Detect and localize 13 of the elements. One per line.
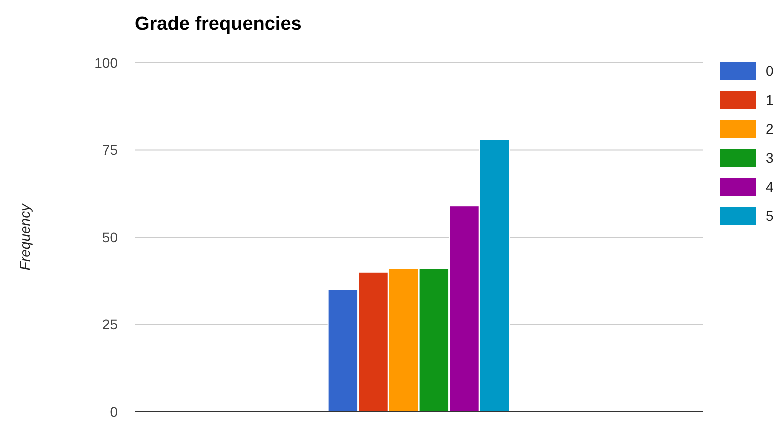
y-tick-label: 50 <box>102 229 118 246</box>
legend-label: 2 <box>766 120 774 137</box>
legend-label: 5 <box>766 208 774 224</box>
y-tick-label: 25 <box>102 316 118 333</box>
y-tick-label: 0 <box>110 404 118 420</box>
legend-label: 0 <box>766 62 774 79</box>
y-tick-label: 75 <box>102 142 118 158</box>
legend-label: 3 <box>766 150 774 166</box>
chart-title: Grade frequencies <box>135 14 302 35</box>
legend-label: 1 <box>766 92 774 108</box>
y-tick-label: 100 <box>94 54 118 71</box>
legend-label: 4 <box>766 178 774 195</box>
y-axis-title: Frequency <box>17 203 33 271</box>
